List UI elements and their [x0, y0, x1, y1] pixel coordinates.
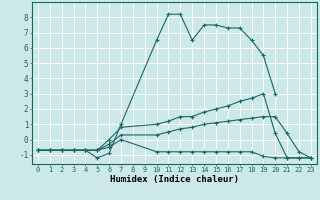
- X-axis label: Humidex (Indice chaleur): Humidex (Indice chaleur): [110, 175, 239, 184]
